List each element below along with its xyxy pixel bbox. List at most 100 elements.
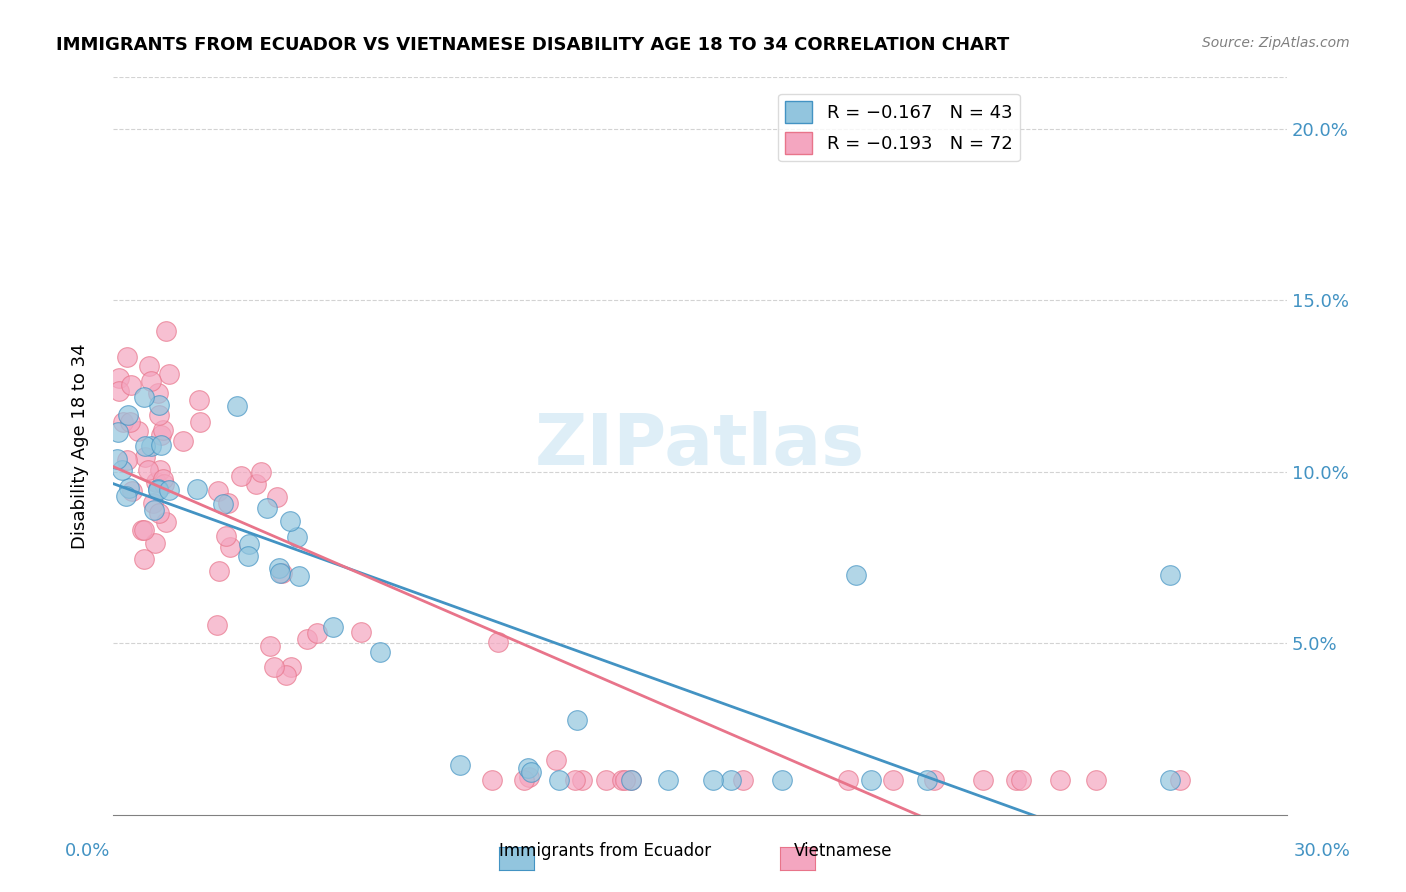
Point <box>620 773 643 788</box>
Point <box>118 415 141 429</box>
Point <box>1170 773 1192 788</box>
Point <box>860 773 883 788</box>
Point <box>134 450 156 465</box>
Point <box>1049 773 1071 788</box>
Point <box>141 439 163 453</box>
Legend: R = −0.167   N = 43, R = −0.193   N = 72: R = −0.167 N = 43, R = −0.193 N = 72 <box>778 94 1019 161</box>
Point <box>157 483 180 498</box>
Point <box>115 489 138 503</box>
Point <box>256 500 278 515</box>
Point <box>143 503 166 517</box>
Point <box>226 399 249 413</box>
Point <box>155 324 177 338</box>
Point <box>263 659 285 673</box>
Point <box>212 497 235 511</box>
Point <box>117 453 139 467</box>
Point <box>186 482 208 496</box>
Point <box>205 618 228 632</box>
Point <box>1084 773 1107 788</box>
Point <box>845 567 868 582</box>
Point <box>657 773 679 788</box>
Point <box>702 773 724 788</box>
Point <box>620 773 643 788</box>
Point <box>105 451 128 466</box>
Point <box>207 484 229 499</box>
Point <box>148 398 170 412</box>
Point <box>245 477 267 491</box>
Point <box>112 415 135 429</box>
Point <box>513 773 536 788</box>
Point <box>132 523 155 537</box>
Point <box>132 390 155 404</box>
Point <box>770 773 793 788</box>
Point <box>720 773 742 788</box>
Point <box>1159 773 1181 788</box>
Point <box>305 625 328 640</box>
Point <box>1004 773 1026 788</box>
Point <box>127 424 149 438</box>
Point <box>141 374 163 388</box>
Point <box>152 477 174 491</box>
Point <box>882 773 904 788</box>
Point <box>250 465 273 479</box>
Point <box>188 392 211 407</box>
Point <box>148 483 170 497</box>
Point <box>1159 567 1181 582</box>
Point <box>131 523 153 537</box>
Text: Source: ZipAtlas.com: Source: ZipAtlas.com <box>1202 36 1350 50</box>
Y-axis label: Disability Age 18 to 34: Disability Age 18 to 34 <box>72 343 89 549</box>
Point <box>972 773 994 788</box>
Point <box>449 758 471 772</box>
Point <box>149 463 172 477</box>
Point <box>613 773 636 788</box>
Point <box>259 639 281 653</box>
Point <box>915 773 938 788</box>
Point <box>922 773 945 788</box>
Point <box>276 667 298 681</box>
Text: 30.0%: 30.0% <box>1294 842 1350 860</box>
Point <box>117 408 139 422</box>
Point <box>481 773 503 788</box>
Point <box>350 625 373 640</box>
Point <box>520 764 543 779</box>
Point <box>208 564 231 578</box>
Point <box>120 377 142 392</box>
Point <box>118 481 141 495</box>
Point <box>115 350 138 364</box>
Point <box>287 568 309 582</box>
Point <box>278 514 301 528</box>
Point <box>172 434 194 449</box>
Text: IMMIGRANTS FROM ECUADOR VS VIETNAMESE DISABILITY AGE 18 TO 34 CORRELATION CHART: IMMIGRANTS FROM ECUADOR VS VIETNAMESE DI… <box>56 36 1010 54</box>
Point <box>150 437 173 451</box>
Point <box>142 495 165 509</box>
Point <box>155 516 177 530</box>
Point <box>610 773 633 788</box>
Point <box>564 773 586 788</box>
Point <box>107 384 129 398</box>
Point <box>266 490 288 504</box>
Point <box>152 423 174 437</box>
Point <box>138 359 160 374</box>
Point <box>146 482 169 496</box>
Point <box>150 428 173 442</box>
Point <box>107 425 129 439</box>
Point <box>136 463 159 477</box>
Point <box>215 529 238 543</box>
Point <box>1010 773 1032 788</box>
Point <box>132 552 155 566</box>
Text: ZIPatlas: ZIPatlas <box>534 411 865 481</box>
Point <box>238 537 260 551</box>
Point <box>571 773 593 788</box>
Point <box>517 770 540 784</box>
Point <box>297 632 319 646</box>
Point <box>157 367 180 381</box>
Point <box>322 620 344 634</box>
Point <box>517 761 540 775</box>
Point <box>148 506 170 520</box>
Point <box>236 549 259 563</box>
Point <box>121 484 143 499</box>
Point <box>217 496 239 510</box>
Point <box>152 472 174 486</box>
Point <box>188 415 211 429</box>
Point <box>565 713 588 727</box>
